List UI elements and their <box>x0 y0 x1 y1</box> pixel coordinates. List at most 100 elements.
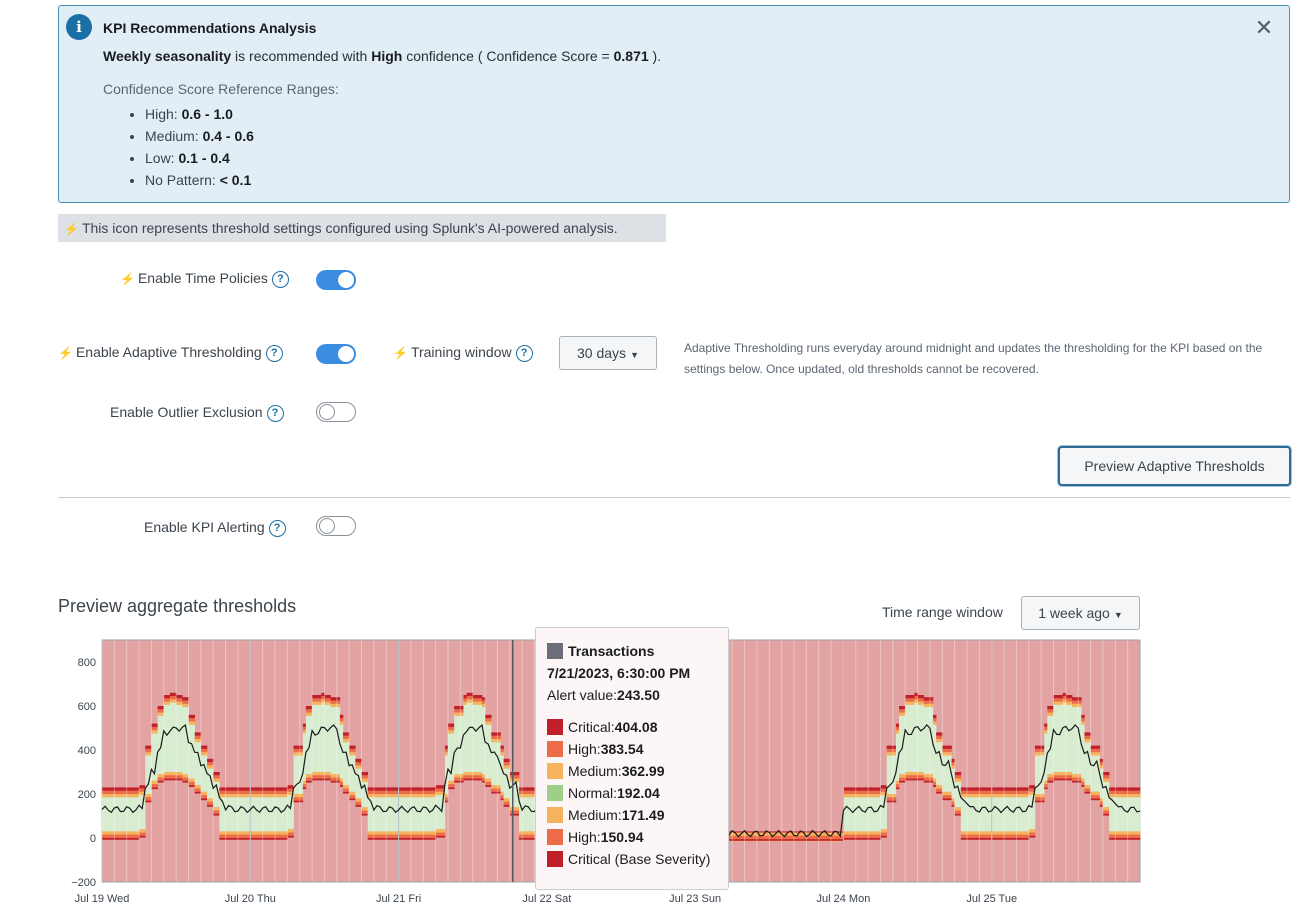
critical-band <box>466 692 470 697</box>
high-band <box>982 834 986 838</box>
critical-band <box>1087 791 1091 794</box>
critical-band <box>259 787 263 791</box>
high-band <box>1072 777 1076 781</box>
high-band <box>1016 834 1020 838</box>
high-band <box>200 795 205 799</box>
high-band <box>865 834 869 838</box>
critical-band <box>268 787 273 791</box>
critical-band <box>1096 745 1101 749</box>
critical-band <box>330 697 334 701</box>
medium-band <box>219 831 223 835</box>
high-band <box>500 795 504 799</box>
normal-band <box>429 794 433 832</box>
critical-band <box>531 838 535 840</box>
medium-band <box>293 794 297 798</box>
critical-band <box>1136 838 1141 840</box>
help-icon[interactable]: ? <box>265 344 283 362</box>
high-band <box>1127 834 1132 838</box>
medium-band <box>414 831 418 835</box>
critical-band <box>849 787 853 791</box>
normal-band <box>296 752 301 794</box>
high-band <box>1068 698 1073 702</box>
preview-adaptive-thresholds-button[interactable]: Preview Adaptive Thresholds <box>1058 446 1291 486</box>
high-band <box>741 835 745 840</box>
normal-band <box>392 794 396 832</box>
high-band <box>219 834 223 838</box>
critical-band <box>342 791 347 794</box>
critical-band <box>154 787 158 790</box>
normal-band <box>1028 791 1033 830</box>
high-band <box>160 709 165 713</box>
normal-band <box>1031 791 1036 830</box>
critical-band <box>936 791 940 794</box>
high-band <box>188 781 192 786</box>
medium-band <box>914 772 918 776</box>
medium-band <box>892 794 897 798</box>
help-icon[interactable]: ? <box>268 519 286 537</box>
high-band <box>994 790 999 794</box>
medium-band <box>380 831 384 835</box>
critical-band <box>250 838 254 840</box>
normal-band <box>117 794 121 832</box>
normal-band <box>1025 794 1030 832</box>
high-band <box>210 762 214 766</box>
medium-band <box>491 785 495 789</box>
critical-band <box>256 838 260 840</box>
adaptive-thresholding-toggle[interactable] <box>316 344 356 364</box>
critical-band <box>945 798 949 801</box>
high-band <box>176 698 180 702</box>
high-band <box>432 790 436 794</box>
medium-band <box>509 778 514 782</box>
medium-band <box>185 774 189 778</box>
normal-band <box>234 794 239 832</box>
normal-band <box>414 794 418 832</box>
high-band <box>154 726 158 731</box>
normal-band <box>318 701 322 772</box>
medium-band <box>991 794 996 798</box>
outlier-exclusion-toggle[interactable] <box>316 402 356 422</box>
help-icon[interactable]: ? <box>266 404 284 422</box>
high-band <box>766 835 770 840</box>
high-band <box>892 748 897 753</box>
medium-band <box>948 752 952 756</box>
critical-band <box>531 787 535 791</box>
high-band <box>244 790 248 794</box>
high-band <box>114 834 118 838</box>
normal-band <box>105 794 109 832</box>
critical-band <box>1075 697 1079 701</box>
high-band <box>883 788 887 792</box>
critical-band <box>824 839 829 841</box>
kpi-alerting-toggle[interactable] <box>316 516 356 536</box>
medium-band <box>843 794 847 798</box>
high-band <box>806 835 810 840</box>
critical-band <box>454 780 458 783</box>
critical-band <box>967 787 971 791</box>
critical-band <box>960 838 965 840</box>
medium-band <box>342 785 347 789</box>
x-tick-label: Jul 21 Fri <box>376 893 421 905</box>
training-window-select[interactable]: 30 days ▼ <box>559 336 657 370</box>
medium-band <box>148 794 152 798</box>
x-tick-label: Jul 22 Sat <box>522 893 571 905</box>
normal-band <box>284 794 288 832</box>
critical-band <box>234 787 239 791</box>
critical-band <box>318 695 322 699</box>
normal-band <box>970 794 974 832</box>
medium-band <box>188 778 192 782</box>
critical-band <box>148 745 152 749</box>
normal-band <box>278 794 282 832</box>
normal-band <box>522 794 526 832</box>
help-icon[interactable]: ? <box>515 344 533 362</box>
help-icon[interactable]: ? <box>271 270 289 288</box>
close-icon[interactable]: ✕ <box>1254 15 1274 40</box>
normal-band <box>892 752 897 794</box>
normal-band <box>911 701 915 772</box>
time-range-select[interactable]: 1 week ago ▼ <box>1021 596 1140 630</box>
x-tick-label: Jul 25 Tue <box>966 893 1017 905</box>
high-band <box>970 834 974 838</box>
critical-band <box>1096 798 1101 801</box>
medium-band <box>917 772 921 776</box>
high-band <box>1106 775 1110 779</box>
high-band <box>166 775 171 779</box>
time-policies-toggle[interactable] <box>316 270 356 290</box>
